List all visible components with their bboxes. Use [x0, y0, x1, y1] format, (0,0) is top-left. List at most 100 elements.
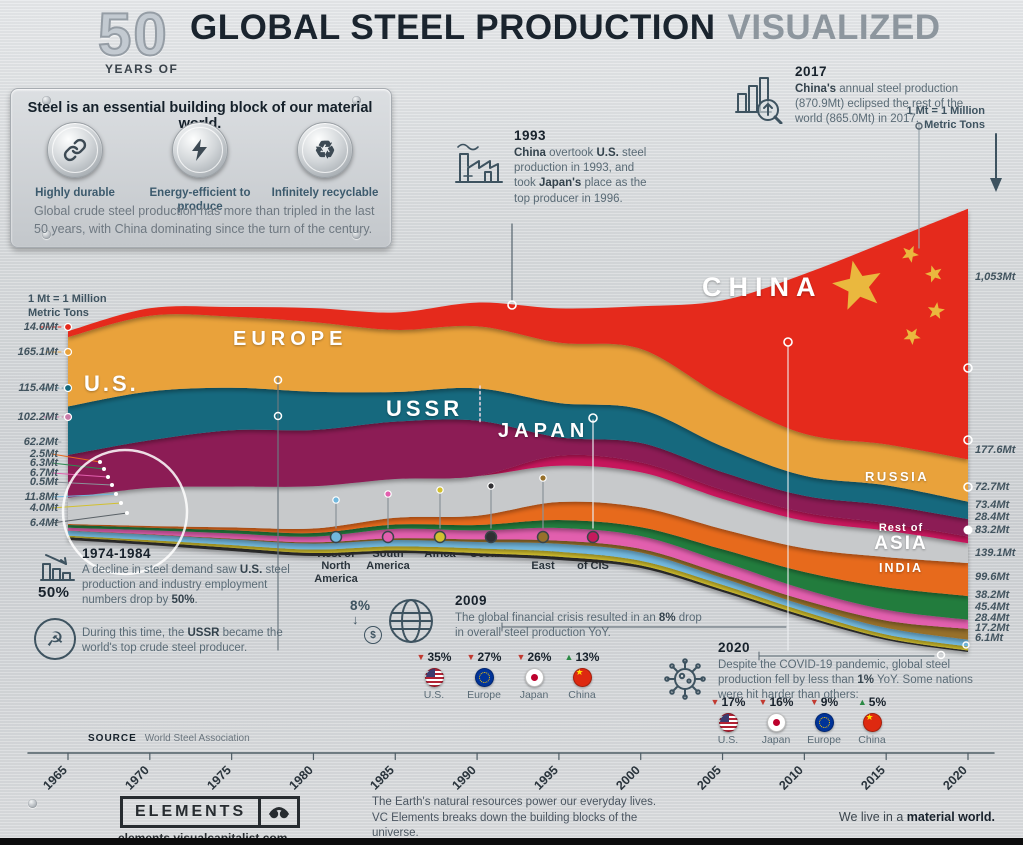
left-axis-label: 6.3Mt	[29, 457, 58, 469]
change-value: 9%	[820, 695, 839, 709]
stat-label: Europe	[807, 734, 841, 746]
source-label: SOURCE	[88, 733, 137, 744]
annotation-2009-heading: 2009	[455, 593, 488, 608]
left-axis-label: 14.0Mt	[23, 321, 58, 333]
years-of-label: YEARS OF	[105, 62, 179, 76]
left-axis-label: 2.5Mt	[29, 448, 58, 460]
change-value: 16%	[769, 695, 794, 709]
declining-bars-icon	[40, 552, 76, 587]
title-accent: VISUALIZED	[727, 8, 941, 47]
unit-note-right: 1 Mt = 1 Million Metric Tons	[906, 105, 985, 132]
japan-flag-icon	[524, 668, 544, 687]
stat-2020-japan: ▼ 16% Japan	[750, 695, 802, 746]
change-arrow: ▼	[466, 652, 476, 662]
annotation-1974-body: A decline in steel demand saw U.S. steel…	[82, 564, 290, 607]
layer-us	[68, 387, 968, 519]
change-value: 5%	[868, 695, 887, 709]
feature-recyclable: ♻ Infinitely recyclable	[265, 122, 385, 200]
left-axis-label: 0.5Mt	[29, 476, 58, 488]
china-flag-icon	[572, 668, 592, 687]
x-tick-2005: 2005	[694, 763, 724, 793]
stat-label: U.S.	[423, 689, 445, 701]
fifty-percent-stat: 50%	[38, 584, 70, 601]
right-axis-label: 38.2Mt	[975, 589, 1010, 601]
chart-label-india: INDIA	[878, 561, 924, 575]
change-value: 26%	[527, 650, 552, 664]
left-axis-label: 62.2Mt	[23, 436, 58, 448]
stat-label: Japan	[761, 734, 791, 746]
us-flag-icon	[718, 713, 738, 732]
us-flag-icon	[424, 668, 444, 687]
screw-icon	[28, 799, 37, 808]
legend-dot-rest-of-north-america	[329, 530, 343, 544]
callout-rest-of-cis: Rest of CIS	[577, 548, 609, 573]
stat-2020-china: ▲5% China	[846, 695, 898, 746]
bottom-bar	[0, 838, 1023, 845]
feature-energy: Energy-efficient to produce	[140, 122, 260, 215]
stat-2009-china: ▲13% China	[556, 650, 608, 701]
down-arrow-icon: ↓	[352, 612, 359, 627]
binoculars-icon	[258, 799, 297, 825]
stat-2009-us: ▼ 35% U.S.	[408, 650, 460, 701]
chart-label-china: CHINA	[702, 272, 823, 302]
change-value: 35%	[427, 650, 452, 664]
feature-label: Infinitely recyclable	[271, 187, 379, 199]
left-axis-label: 115.4Mt	[18, 382, 58, 394]
left-axis-label: 11.8Mt	[24, 491, 58, 503]
change-arrow: ▲	[857, 697, 867, 707]
right-axis-label: 45.4Mt	[975, 601, 1010, 613]
stat-2020-us: ▼ 17% U.S.	[702, 695, 754, 746]
annotation-1974-heading: 1974-1984	[82, 546, 152, 561]
stat-label: China	[858, 734, 886, 746]
chain-link-icon	[47, 122, 103, 178]
chart-label-us: U.S.	[84, 371, 139, 396]
recycle-icon: ♻	[297, 122, 353, 178]
source-text: World Steel Association	[144, 733, 250, 744]
material-world-tag: We live in a material world.	[838, 810, 995, 824]
stat-label: U.S.	[717, 734, 739, 746]
x-tick-2010: 2010	[776, 763, 806, 793]
legend-dot-south-america	[381, 530, 395, 544]
change-arrow: ▲	[564, 652, 574, 662]
eu-flag-icon	[474, 668, 494, 687]
change-arrow: ▼	[809, 697, 819, 707]
change-arrow: ▼	[416, 652, 426, 662]
legend-dot-rest-of-cis	[586, 530, 600, 544]
annotation-2009-body: The global financial crisis resulted in …	[455, 612, 702, 640]
stat-2020-europe: ▼ 9% Europe	[798, 695, 850, 746]
title-main: GLOBAL STEEL PRODUCTION	[190, 8, 716, 47]
right-axis-label: 72.7Mt	[975, 481, 1010, 493]
dollar-icon: $	[364, 626, 382, 644]
change-arrow: ▼	[710, 697, 720, 707]
plate-body-text: Global crude steel production has more t…	[34, 204, 375, 237]
right-axis-label: 73.4Mt	[975, 499, 1010, 511]
legend-dot-africa	[433, 530, 447, 544]
screw-icon	[42, 96, 51, 105]
right-axis-label: 28.4Mt	[975, 612, 1010, 624]
big-50-number: 50	[97, 0, 169, 69]
china-flag-icon	[862, 713, 882, 732]
stat-2009-europe: ▼ 27% Europe	[458, 650, 510, 701]
elements-wordmark: ELEMENTS	[135, 803, 247, 820]
right-axis-label: 177.6Mt	[975, 444, 1016, 456]
globe-icon	[386, 596, 436, 651]
feature-durable: Highly durable	[15, 122, 135, 200]
left-axis-label: 102.2Mt	[17, 411, 58, 423]
virus-icon	[662, 656, 708, 707]
right-axis-label: 1,053Mt	[975, 271, 1016, 283]
layer-rest_of_cis	[68, 454, 968, 544]
china-flag-stars	[832, 245, 945, 345]
left-axis-label: 6.7Mt	[29, 467, 58, 479]
annotation-2020-heading: 2020	[718, 640, 751, 655]
change-value: 27%	[477, 650, 502, 664]
x-tick-2020: 2020	[940, 763, 970, 793]
change-value: 13%	[575, 650, 600, 664]
legend-dot-oceania	[484, 530, 498, 544]
left-axis-label: 165.1Mt	[17, 346, 58, 358]
left-axis-label: 6.4Mt	[29, 517, 58, 529]
annotation-2020-body: Despite the COVID-19 pandemic, global st…	[718, 659, 973, 702]
page-title: GLOBAL STEEL PRODUCTION VISUALIZED	[190, 8, 941, 48]
annotation-2017-heading: 2017	[795, 64, 828, 79]
annotation-1993-heading: 1993	[514, 128, 547, 143]
feature-label: Highly durable	[35, 187, 115, 199]
